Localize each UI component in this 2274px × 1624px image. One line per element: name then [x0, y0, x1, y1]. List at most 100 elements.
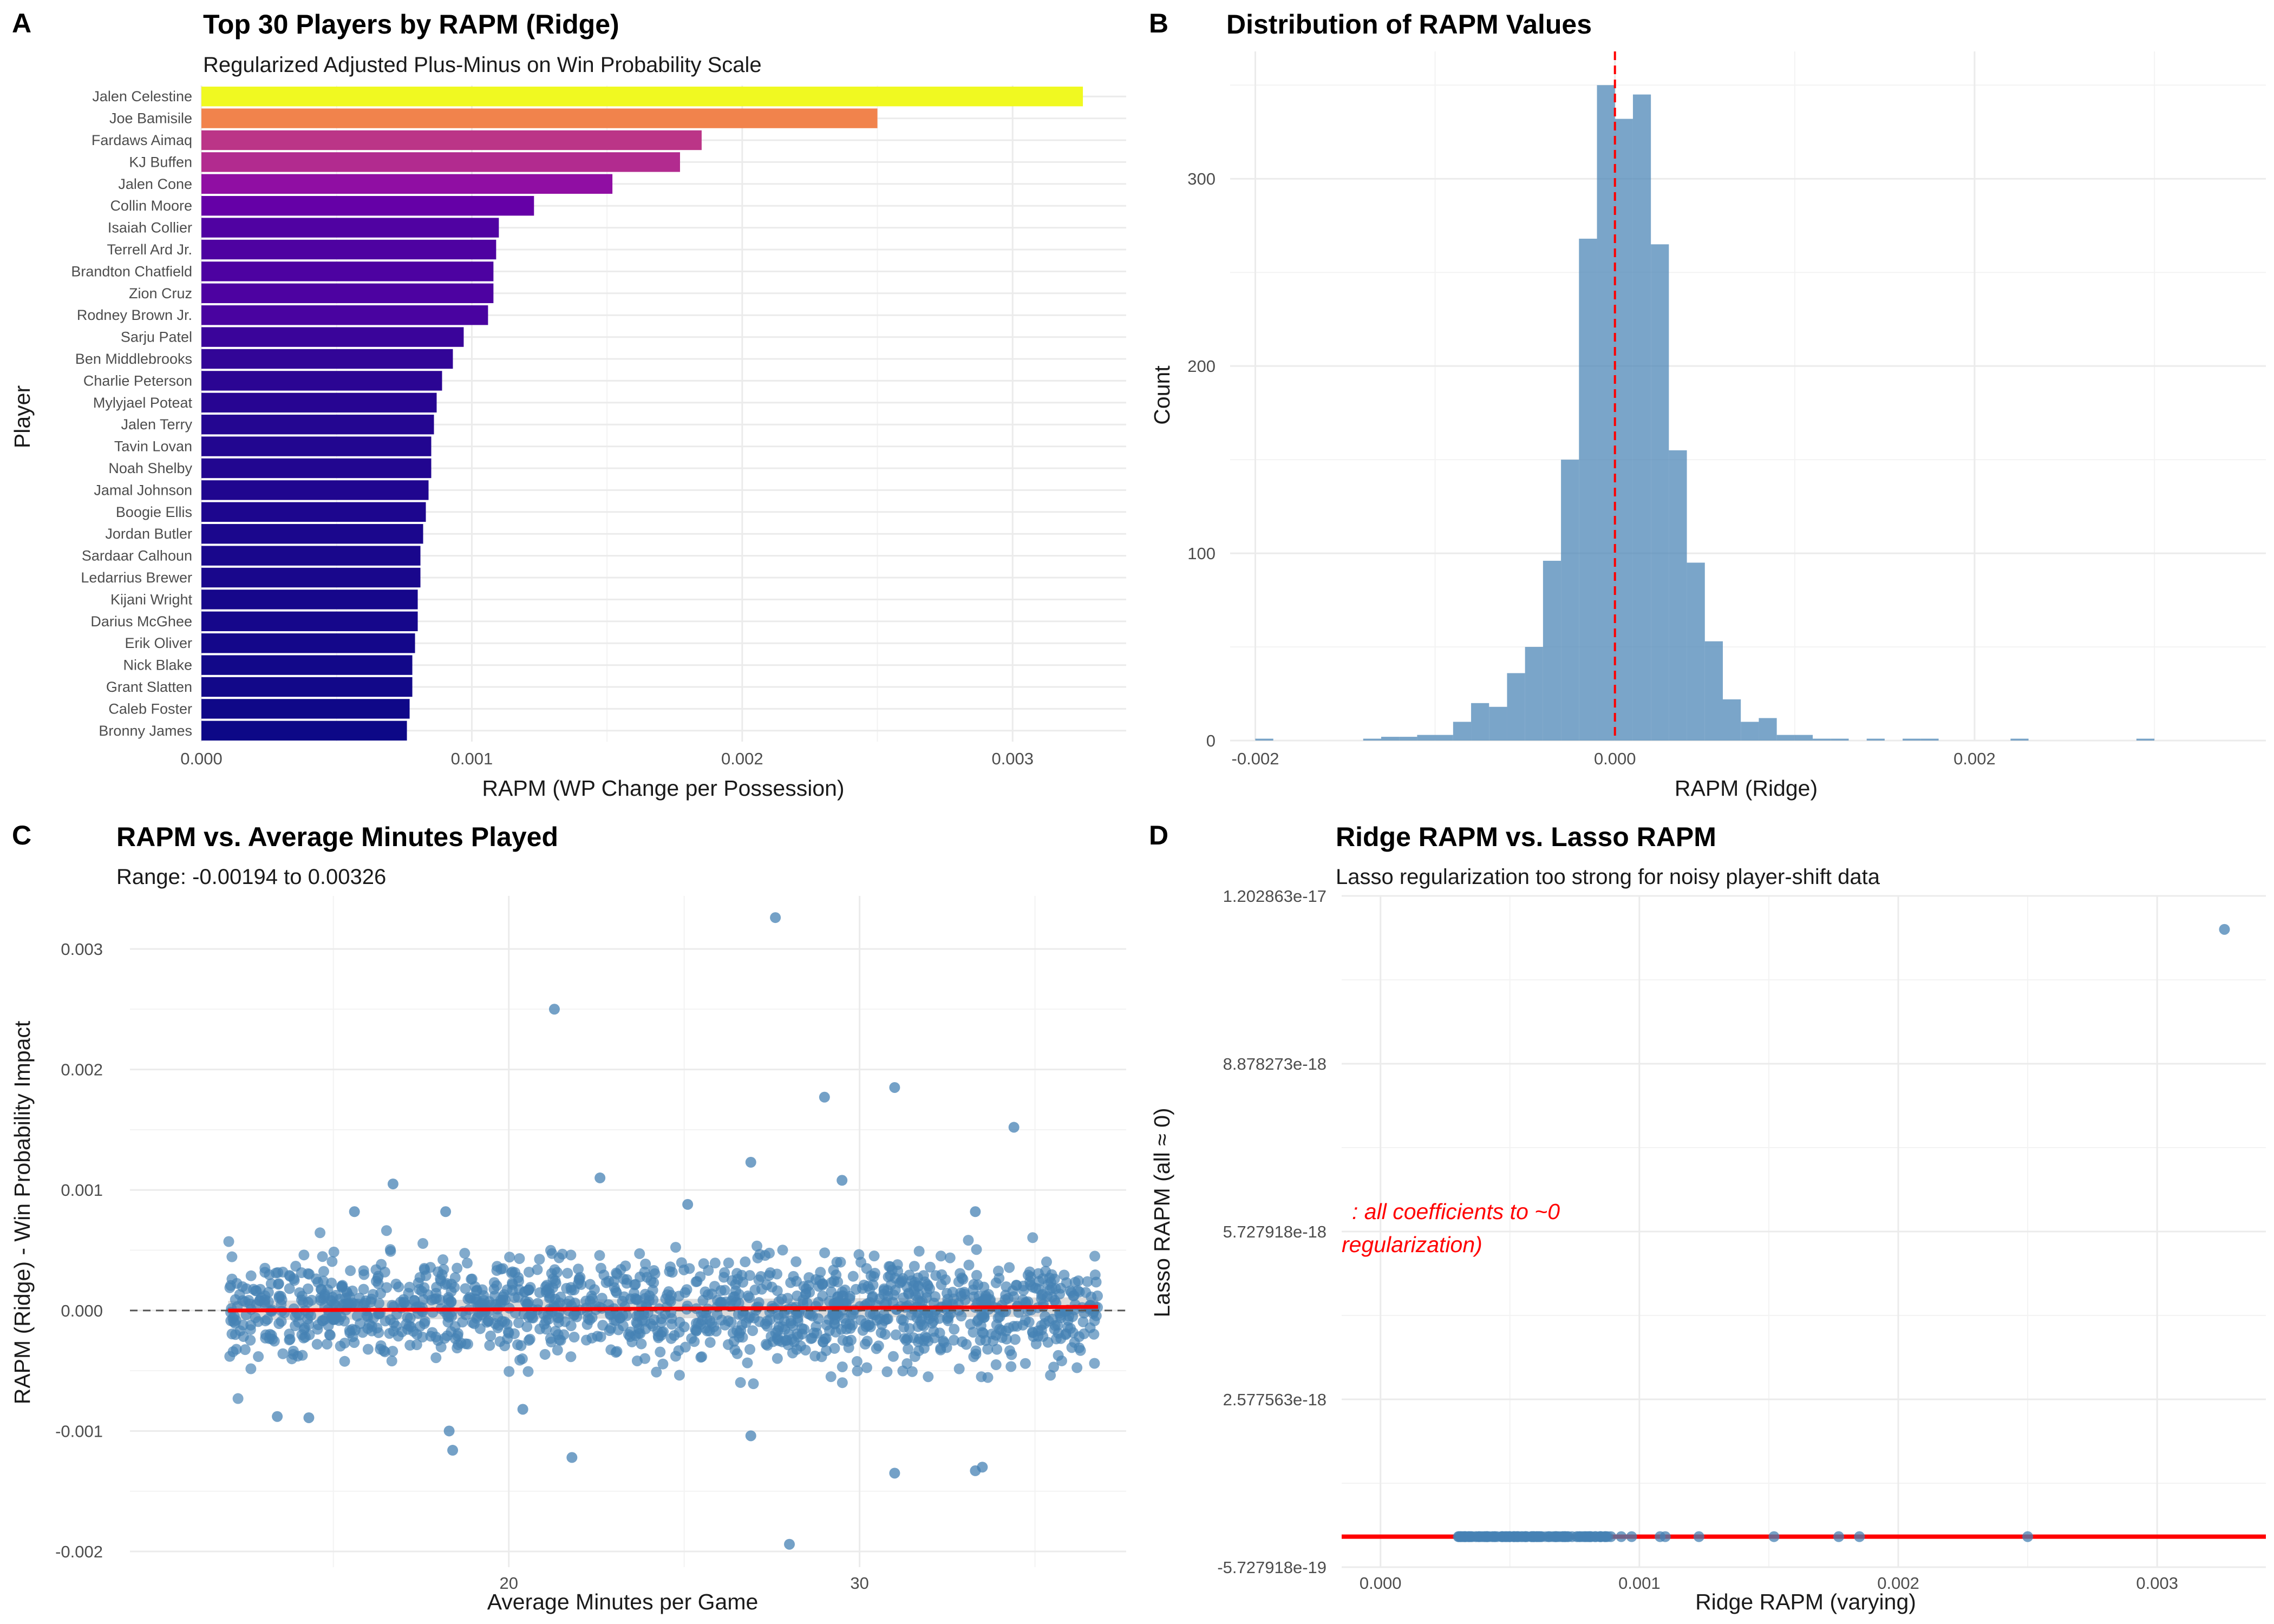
scatter-point — [657, 1358, 669, 1370]
scatter-point — [522, 1366, 534, 1377]
scatter-point — [1005, 1361, 1017, 1372]
scatter-point — [704, 1315, 716, 1327]
scatter-point — [666, 1313, 677, 1324]
scatter-point — [837, 1361, 848, 1372]
scatter-point — [452, 1262, 463, 1274]
scatter-point — [554, 1297, 565, 1308]
scatter-point — [315, 1227, 326, 1239]
scatter-point — [1045, 1370, 1056, 1381]
scatter-point — [523, 1266, 534, 1278]
scatter-point — [633, 1328, 644, 1339]
scatter-point — [784, 1538, 795, 1550]
scatter-point — [1616, 1531, 1627, 1542]
scatter-point — [273, 1318, 285, 1330]
scatter-point — [390, 1320, 402, 1332]
scatter-point — [892, 1266, 904, 1277]
scatter-point — [603, 1275, 615, 1287]
x-tick-label: 0.003 — [991, 749, 1034, 768]
scatter-point — [763, 1247, 775, 1259]
scatter-point — [1001, 1281, 1012, 1292]
histogram-bar — [1453, 722, 1472, 741]
trend-line — [228, 1305, 1099, 1313]
annotation-group: : all coefficients to ~0 regularization) — [1342, 1199, 1560, 1257]
scatter-point — [662, 1289, 673, 1300]
histogram-bar — [1794, 735, 1813, 741]
scatter-point — [290, 1261, 302, 1272]
scatter-point — [690, 1276, 702, 1287]
histogram-bar — [1543, 560, 1561, 741]
scatter-point — [686, 1333, 697, 1344]
scatter-point — [345, 1265, 356, 1276]
scatter-point — [991, 1344, 1003, 1355]
scatter-point — [956, 1311, 967, 1322]
scatter-point — [976, 1309, 988, 1320]
bar — [201, 152, 680, 172]
scatter-point — [447, 1445, 459, 1456]
scatter-point — [546, 1337, 557, 1348]
scatter-point — [552, 1345, 563, 1356]
scatter-point — [640, 1259, 651, 1270]
scatter-point — [324, 1329, 335, 1340]
scatter-point — [832, 1276, 844, 1288]
scatter-point — [259, 1267, 271, 1278]
scatter-point — [1089, 1250, 1101, 1262]
y-tick-label: 0.001 — [61, 1181, 103, 1200]
scatter-point — [735, 1377, 746, 1388]
scatter-point — [604, 1325, 615, 1336]
scatter-point — [1602, 1531, 1613, 1542]
scatter-point — [380, 1315, 391, 1327]
scatter-point — [816, 1278, 828, 1289]
scatter-point — [776, 1293, 787, 1305]
scatter-point — [1008, 1122, 1020, 1133]
scatter-point — [611, 1309, 623, 1320]
scatter-point — [1037, 1273, 1049, 1285]
player-label: Caleb Foster — [108, 700, 192, 717]
scatter-point — [806, 1332, 818, 1344]
scatter-point — [819, 1091, 830, 1103]
scatter-point — [648, 1265, 659, 1276]
player-label: Darius McGhee — [90, 613, 192, 630]
scatter-point — [1025, 1271, 1036, 1282]
scatter-point — [766, 1281, 777, 1293]
x-tick-label: 0.001 — [451, 749, 493, 768]
panel-tag-c: C — [12, 820, 31, 850]
scatter-point — [393, 1331, 404, 1342]
scatter-point — [764, 1314, 776, 1325]
bar — [201, 130, 702, 150]
scatter-point — [825, 1371, 837, 1383]
scatter-point — [709, 1258, 721, 1269]
scatter-point — [924, 1261, 936, 1273]
bar — [201, 655, 413, 675]
scatter-point — [1462, 1531, 1474, 1542]
histogram-bar — [1632, 94, 1651, 741]
scatter-point — [882, 1291, 893, 1302]
histogram-bar — [1669, 450, 1687, 741]
scatter-point — [978, 1327, 989, 1339]
scatter-point — [648, 1294, 659, 1306]
scatter-point — [868, 1250, 880, 1262]
scatter-point — [276, 1294, 287, 1306]
scatter-point — [617, 1295, 628, 1307]
scatter-point — [284, 1271, 296, 1282]
histogram-bar — [1255, 738, 1273, 741]
scatter-point — [1020, 1358, 1031, 1369]
scatter-point — [772, 1331, 783, 1343]
scatter-point — [709, 1281, 720, 1292]
scatter-point — [362, 1344, 374, 1355]
scatter-point — [976, 1371, 987, 1383]
scatter-point — [1054, 1288, 1066, 1300]
y-tick-label: 1.202863e-17 — [1223, 887, 1327, 906]
scatter-point — [733, 1298, 744, 1309]
scatter-point — [837, 1377, 848, 1389]
scatter-point — [1004, 1345, 1015, 1357]
scatter-point — [790, 1256, 802, 1267]
scatter-point — [515, 1340, 527, 1351]
bar — [201, 458, 432, 479]
scatter-point — [1082, 1276, 1093, 1287]
panel-b-histogram: -0.002 0.000 0.002 0 100 200 300 — [1187, 51, 2266, 768]
scatter-point — [504, 1366, 515, 1377]
histogram-bar — [1579, 238, 1597, 741]
scatter-point — [1053, 1327, 1064, 1339]
histogram-bar — [1381, 737, 1400, 741]
bar — [201, 239, 496, 260]
